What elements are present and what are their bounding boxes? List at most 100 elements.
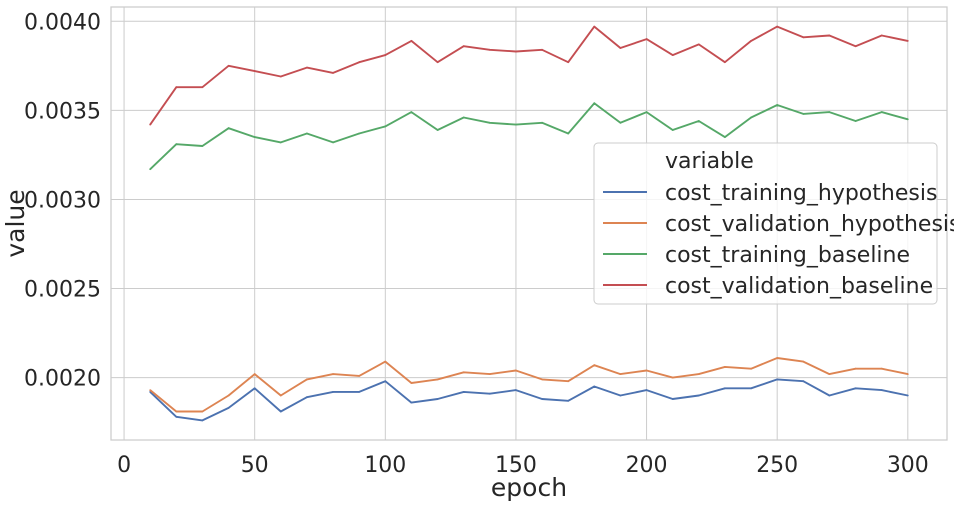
data-point	[697, 373, 700, 375]
x-tick-label: 50	[241, 453, 269, 478]
series-cost_training_hypothesis	[149, 378, 909, 422]
data-point	[201, 145, 204, 147]
data-point	[750, 367, 752, 370]
data-point	[828, 111, 831, 113]
data-point	[619, 373, 622, 375]
data-point	[488, 373, 491, 375]
data-point	[306, 378, 308, 381]
data-point	[175, 415, 178, 418]
data-point	[802, 36, 805, 39]
data-point	[410, 111, 413, 113]
data-point	[645, 111, 648, 113]
data-point	[488, 48, 491, 51]
data-point	[462, 391, 465, 393]
data-point	[802, 360, 805, 363]
y-axis-label: value	[1, 189, 30, 257]
data-point	[880, 111, 883, 113]
x-tick-label: 300	[887, 453, 929, 478]
data-point	[645, 389, 648, 391]
data-point	[227, 127, 230, 130]
data-point	[149, 168, 152, 171]
data-point	[671, 54, 674, 56]
legend-item: cost_training_baseline	[603, 243, 910, 268]
data-point	[175, 86, 178, 89]
data-point	[567, 132, 570, 135]
data-point	[854, 387, 857, 390]
data-point	[384, 54, 387, 56]
data-point	[697, 120, 700, 122]
data-point	[332, 141, 334, 144]
data-point	[854, 367, 857, 370]
data-point	[515, 389, 517, 391]
data-point	[462, 116, 465, 119]
data-point	[436, 378, 439, 381]
data-point	[593, 385, 596, 388]
data-point	[201, 410, 204, 413]
data-point	[175, 143, 178, 146]
data-point	[776, 25, 779, 28]
data-point	[697, 43, 700, 46]
data-point	[253, 70, 256, 72]
legend-item: cost_validation_baseline	[603, 274, 933, 299]
data-point	[854, 45, 857, 48]
data-point	[410, 401, 413, 404]
legend-label: cost_validation_hypothesis	[665, 212, 954, 237]
data-point	[671, 398, 674, 400]
data-point	[306, 396, 308, 399]
data-point	[619, 47, 622, 49]
data-point	[358, 391, 361, 393]
y-tick-label: 0.0020	[24, 367, 101, 392]
data-point	[227, 394, 230, 397]
data-point	[436, 61, 439, 64]
data-point	[880, 34, 883, 37]
data-point	[541, 378, 543, 381]
data-point	[384, 125, 387, 128]
series-line	[149, 378, 908, 422]
data-point	[697, 394, 700, 397]
data-point	[880, 389, 883, 391]
data-point	[541, 121, 543, 124]
data-point	[593, 364, 596, 367]
data-point	[619, 121, 622, 124]
data-point	[802, 380, 805, 383]
y-tick-label: 0.0035	[24, 99, 101, 124]
data-point	[279, 410, 282, 413]
series-cost_validation_hypothesis	[149, 357, 909, 413]
data-point	[410, 382, 413, 384]
data-point	[201, 419, 204, 422]
data-point	[906, 373, 909, 375]
data-point	[645, 369, 648, 372]
legend-item: cost_training_hypothesis	[603, 181, 937, 206]
data-point	[541, 48, 543, 51]
data-point	[462, 45, 465, 48]
data-point	[332, 391, 334, 393]
data-point	[750, 116, 752, 119]
data-point	[750, 387, 752, 390]
series-lines	[149, 25, 909, 422]
data-point	[776, 357, 779, 359]
data-point	[593, 102, 596, 105]
x-axis-ticks: 0 50 100 150 200 250 300	[117, 453, 929, 478]
data-point	[227, 64, 230, 67]
data-point	[567, 61, 570, 64]
x-axis-label: epoch	[491, 473, 567, 502]
y-tick-label: 0.0040	[24, 10, 101, 35]
x-tick-label: 100	[364, 453, 406, 478]
data-point	[724, 61, 726, 64]
data-point	[436, 398, 439, 400]
data-point	[906, 40, 909, 42]
data-point	[201, 86, 204, 89]
data-point	[306, 132, 308, 135]
series-line	[149, 102, 909, 170]
data-point	[593, 25, 596, 28]
data-point	[279, 75, 282, 78]
data-point	[462, 371, 465, 374]
data-point	[149, 123, 152, 126]
data-point	[332, 72, 334, 74]
data-point	[175, 410, 178, 413]
data-point	[384, 380, 387, 383]
data-point	[279, 394, 282, 397]
data-point	[149, 389, 152, 391]
data-point	[776, 378, 779, 381]
data-point	[828, 373, 831, 375]
